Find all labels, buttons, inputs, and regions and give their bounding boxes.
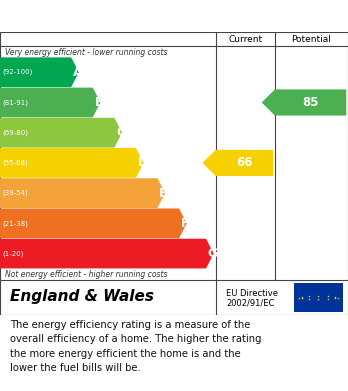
Text: (1-20): (1-20) xyxy=(3,250,24,257)
Text: England & Wales: England & Wales xyxy=(10,289,155,304)
Text: The energy efficiency rating is a measure of the
overall efficiency of a home. T: The energy efficiency rating is a measur… xyxy=(10,320,262,373)
Polygon shape xyxy=(0,148,144,178)
Text: (39-54): (39-54) xyxy=(3,190,29,196)
Text: Very energy efficient - lower running costs: Very energy efficient - lower running co… xyxy=(5,48,168,57)
Text: 2002/91/EC: 2002/91/EC xyxy=(226,298,275,307)
Text: Potential: Potential xyxy=(292,35,331,44)
Text: C: C xyxy=(116,126,125,139)
Text: (55-68): (55-68) xyxy=(3,160,29,166)
Text: Energy Efficiency Rating: Energy Efficiency Rating xyxy=(63,9,285,23)
Polygon shape xyxy=(0,208,187,238)
Polygon shape xyxy=(0,88,101,117)
Polygon shape xyxy=(0,178,165,208)
Text: E: E xyxy=(159,187,168,200)
Text: B: B xyxy=(95,96,104,109)
Text: (69-80): (69-80) xyxy=(3,129,29,136)
Text: (92-100): (92-100) xyxy=(3,69,33,75)
Text: (81-91): (81-91) xyxy=(3,99,29,106)
Text: G: G xyxy=(208,247,218,260)
Text: (21-38): (21-38) xyxy=(3,220,29,227)
Text: F: F xyxy=(181,217,189,230)
Text: D: D xyxy=(138,156,148,169)
Text: 66: 66 xyxy=(236,156,253,169)
Bar xyxy=(294,283,343,312)
Text: 85: 85 xyxy=(302,96,319,109)
Text: A: A xyxy=(73,66,82,79)
Polygon shape xyxy=(262,90,346,116)
Text: Not energy efficient - higher running costs: Not energy efficient - higher running co… xyxy=(5,270,168,279)
Polygon shape xyxy=(0,57,79,87)
Polygon shape xyxy=(203,150,273,176)
Polygon shape xyxy=(0,118,122,147)
Text: EU Directive: EU Directive xyxy=(226,289,278,298)
Polygon shape xyxy=(0,239,214,269)
Text: Current: Current xyxy=(228,35,262,44)
